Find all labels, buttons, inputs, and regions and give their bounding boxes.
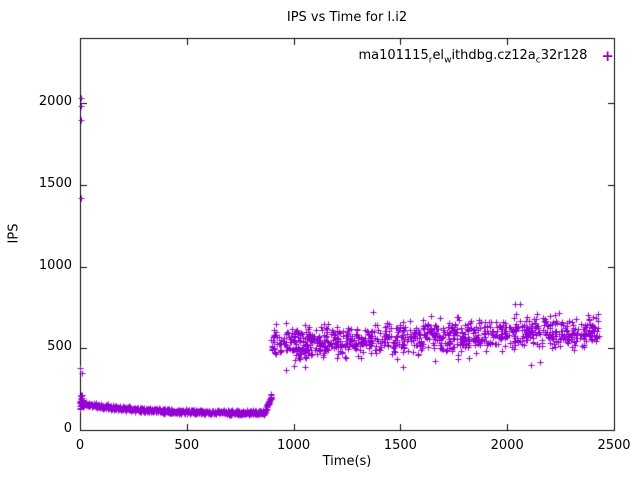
x-tick-label: 500 — [174, 438, 200, 453]
y-tick-label: 1500 — [38, 176, 72, 191]
legend-label: ma101115relwithdbg.cz12ac32r128 — [358, 48, 588, 66]
x-tick-label: 1500 — [383, 438, 417, 453]
chart-title: IPS vs Time for l.i2 — [286, 10, 408, 25]
plus-marker-icon: + — [601, 46, 614, 65]
x-axis-label: Time(s) — [322, 454, 372, 469]
x-tick-label: 0 — [75, 438, 85, 453]
y-tick-label: 2000 — [38, 94, 72, 110]
x-tick-label: 2000 — [490, 438, 524, 453]
y-tick-label: 1000 — [38, 257, 72, 273]
y-tick-label: 0 — [63, 421, 72, 436]
y-tick-label: 500 — [47, 339, 72, 355]
legend: ma101115relwithdbg.cz12ac32r128 + — [358, 46, 614, 66]
x-tick-label: 2500 — [597, 438, 631, 453]
x-tick-label: 1000 — [277, 438, 311, 453]
y-axis-label: IPS — [6, 223, 22, 244]
